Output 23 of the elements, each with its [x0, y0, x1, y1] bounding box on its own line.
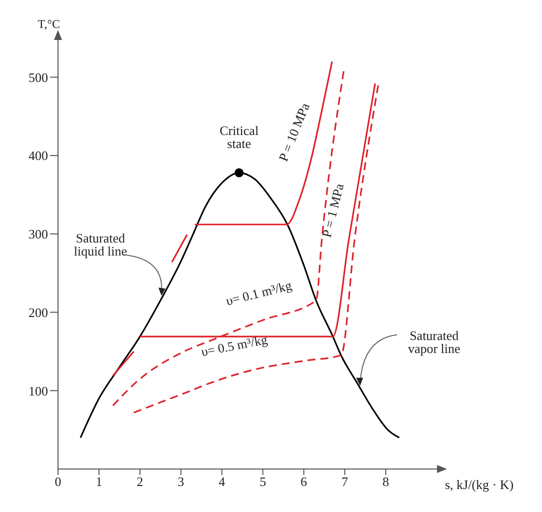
annotation: Saturated liquid line	[74, 230, 128, 259]
annotation: Saturated vapor line	[408, 328, 461, 356]
x-axis-title: s, kJ/(kg · K)	[445, 477, 514, 492]
x-tick-label: 7	[342, 474, 349, 490]
annotation: υ= 0.5 m³/kg	[200, 332, 270, 360]
annotation: P = 10 MPa	[276, 100, 312, 164]
x-tick-label: 5	[260, 474, 266, 490]
y-tick-label: 100	[28, 383, 48, 398]
y-tick-label: 500	[28, 70, 48, 85]
x-tick-label: 4	[218, 474, 226, 490]
x-tick-label: 0	[54, 474, 62, 490]
x-tick-label: 6	[300, 474, 308, 490]
x-tick-label: 2	[136, 474, 144, 490]
annotation: Critical state	[220, 122, 259, 151]
y-axis-title: T,°C	[38, 17, 60, 31]
annotation: P = 1 MPa	[318, 182, 347, 239]
annotation: υ= 0.1 m³/kg	[224, 277, 294, 308]
y-tick-label: 400	[28, 148, 48, 164]
x-tick-label: 8	[382, 474, 389, 490]
x-tick-label: 3	[178, 474, 184, 490]
y-tick-label: 300	[28, 226, 48, 242]
y-tick-label: 200	[28, 304, 48, 320]
x-tick-label: 1	[96, 474, 102, 490]
